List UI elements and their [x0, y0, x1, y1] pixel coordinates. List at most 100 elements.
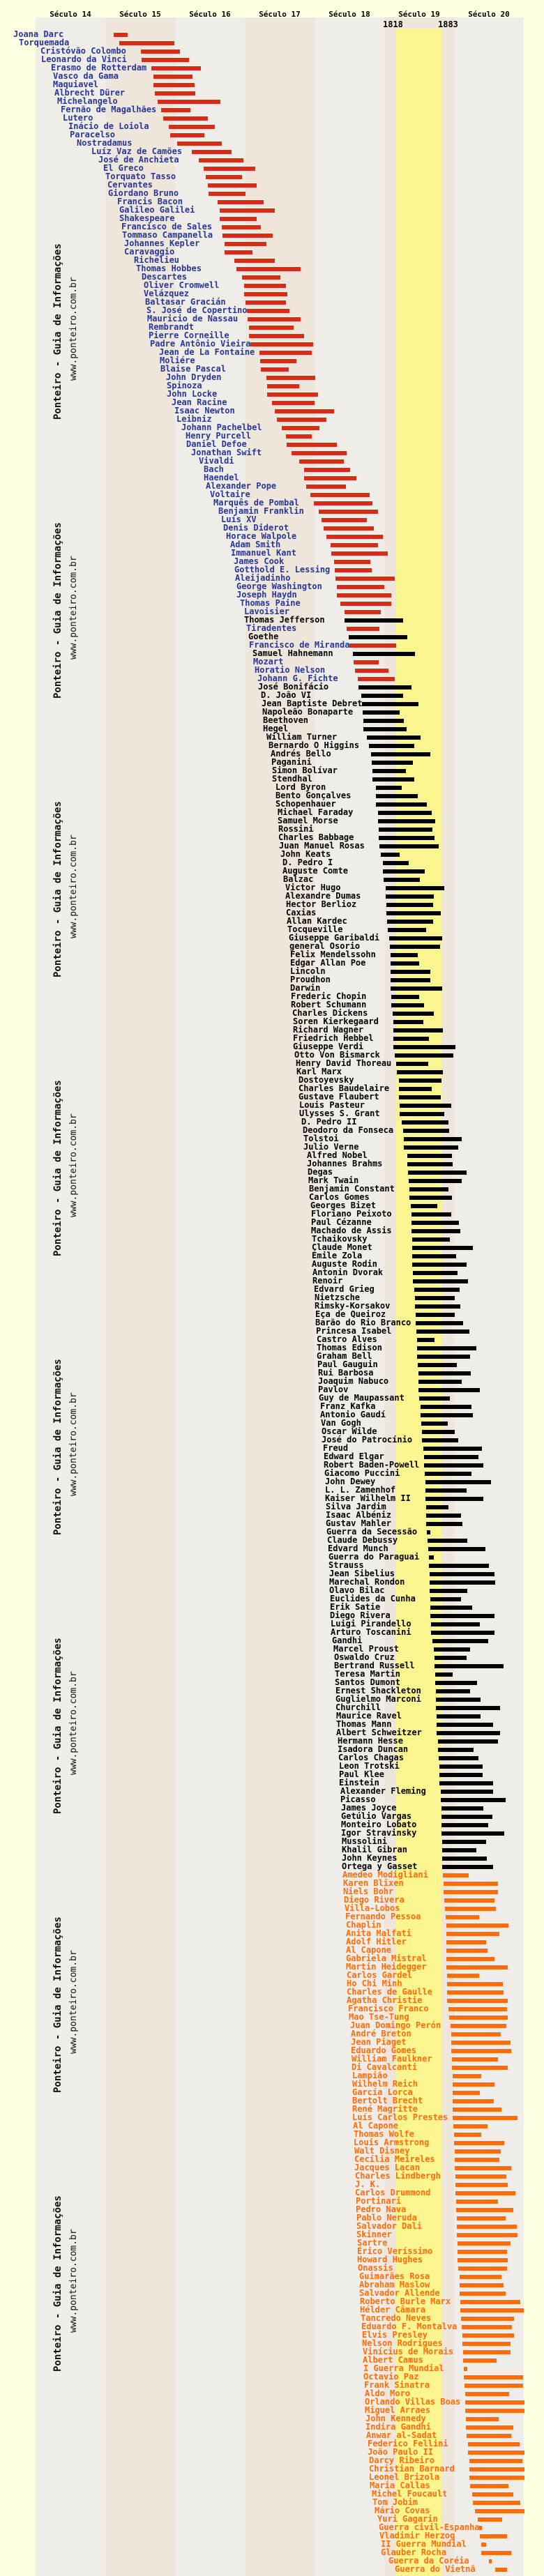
lifespan-bar — [424, 1463, 483, 1468]
lifespan-bar — [408, 1171, 467, 1175]
lifespan-bar — [244, 292, 287, 296]
person-label: Guglielmo Marconi — [335, 1694, 421, 1704]
person-label: Inácio de Loiola — [68, 121, 149, 131]
lifespan-bar — [430, 1597, 461, 1601]
person-label: Jean Racine — [172, 397, 227, 407]
person-label: Henry David Thoreau — [296, 1058, 392, 1068]
lifespan-bar — [299, 459, 344, 464]
lifespan-bar — [310, 493, 370, 497]
lifespan-bar — [324, 526, 374, 531]
lifespan-bar — [363, 719, 404, 723]
lifespan-bar — [409, 1196, 452, 1200]
person-label: Hegel — [263, 724, 289, 733]
lifespan-bar — [141, 49, 180, 54]
person-label: Kaiser Wilhelm II — [325, 1493, 411, 1503]
lifespan-bar — [376, 802, 427, 807]
lifespan-bar — [444, 1898, 494, 1903]
person-label: Sartre — [357, 2238, 388, 2248]
person-label: Getúlio Vargas — [341, 1811, 412, 1821]
person-label: Thomas Jefferson — [244, 615, 325, 625]
lifespan-bar — [413, 1279, 468, 1283]
lifespan-bar — [372, 761, 413, 765]
person-label: Barão do Rio Branco — [315, 1318, 411, 1327]
lifespan-bar — [446, 1957, 494, 1961]
person-label: Pedro Nava — [356, 2204, 407, 2214]
person-label: Carlos Gardel — [347, 1970, 412, 1980]
lifespan-bar — [439, 1781, 493, 1785]
lifespan-bar — [386, 894, 434, 899]
person-label: S. José de Copertino — [146, 305, 248, 315]
person-label: Portinari — [356, 2196, 402, 2206]
lifespan-bar — [259, 351, 312, 355]
person-label: Bach — [204, 464, 224, 474]
person-label: Leonardo da Vinci — [41, 54, 127, 64]
person-label: Shakespeare — [119, 213, 175, 223]
lifespan-bar — [430, 1606, 472, 1610]
lifespan-bar — [415, 1304, 460, 1309]
lifespan-bar — [418, 1388, 480, 1392]
person-label: Machado de Assis — [311, 1226, 392, 1235]
lifespan-bar — [460, 2292, 506, 2296]
person-label: Émile Zola — [312, 1251, 363, 1260]
person-label: Érico Veríssimo — [357, 2246, 433, 2256]
person-label: John Keynes — [342, 1853, 398, 1863]
person-label: Robert Schumann — [291, 1000, 367, 1009]
person-label: Goethe — [248, 632, 279, 641]
lifespan-bar — [411, 1229, 460, 1233]
lifespan-bar — [489, 2559, 492, 2563]
lifespan-bar — [397, 1070, 443, 1074]
person-label: D. João VI — [261, 690, 312, 700]
person-label: Bento Gonçalves — [275, 791, 352, 800]
lifespan-bar — [479, 2526, 482, 2530]
person-label: Fernando Pessoa — [345, 1912, 421, 1921]
lifespan-bar — [460, 2275, 501, 2279]
lifespan-bar — [345, 618, 403, 623]
person-label: Georges Bizet — [310, 1201, 376, 1210]
person-label: John Kennedy — [365, 2414, 426, 2423]
lifespan-bar — [415, 1296, 455, 1300]
person-label: Torquemada — [19, 38, 70, 47]
person-label: Pablo Neruda — [356, 2213, 417, 2223]
lifespan-bar — [267, 384, 299, 388]
lifespan-bar — [236, 267, 301, 271]
person-label: El Greco — [103, 163, 144, 173]
lifespan-bar — [423, 1447, 482, 1451]
person-label: Luís XV — [221, 515, 257, 524]
person-label: Edward Elgar — [324, 1451, 384, 1461]
lifespan-bar — [457, 2233, 517, 2237]
century-label-20: Século 20 — [468, 10, 510, 19]
person-label: Richelieu — [134, 255, 180, 265]
lifespan-bar — [282, 426, 319, 430]
person-label: Maria Callas — [370, 2480, 430, 2490]
person-label: Al Capone — [346, 1945, 392, 1955]
lifespan-bar — [455, 2166, 511, 2170]
lifespan-bar — [425, 1488, 467, 1493]
person-label: Silva Jardim — [326, 1502, 386, 1511]
lifespan-bar — [393, 1037, 429, 1041]
person-label: Albert Camus — [363, 2355, 423, 2365]
person-label: Adam Smith — [230, 540, 281, 549]
person-label: Christian Barnard — [369, 2464, 455, 2474]
lifespan-bar — [463, 2358, 497, 2363]
person-label: Jonathan Swift — [191, 448, 262, 457]
person-label: Immanuel Kant — [231, 548, 296, 558]
lifespan-bar — [451, 2032, 501, 2036]
person-label: Haendel — [204, 473, 239, 482]
lifespan-bar — [355, 669, 388, 673]
lifespan-bar — [292, 451, 347, 455]
person-label: Cervantes — [107, 180, 153, 190]
lifespan-bar — [416, 1313, 455, 1317]
lifespan-bar — [345, 610, 381, 614]
person-label: Leonel Brizola — [369, 2472, 440, 2482]
person-label: Albert Schweitzer — [336, 1728, 422, 1737]
person-label: Joana Darc — [13, 29, 64, 39]
person-label: John Dewey — [325, 1477, 376, 1486]
lifespan-bar — [206, 175, 242, 179]
person-label: Schopenhauer — [275, 799, 336, 809]
person-label: Mao Tse-Tung — [349, 2012, 409, 2022]
lifespan-bar — [412, 1254, 456, 1258]
lifespan-bar — [319, 510, 378, 514]
person-label: Horatio Nelson — [255, 665, 326, 675]
person-label: Nietzsche — [315, 1293, 361, 1302]
lifespan-bar — [458, 2250, 507, 2254]
